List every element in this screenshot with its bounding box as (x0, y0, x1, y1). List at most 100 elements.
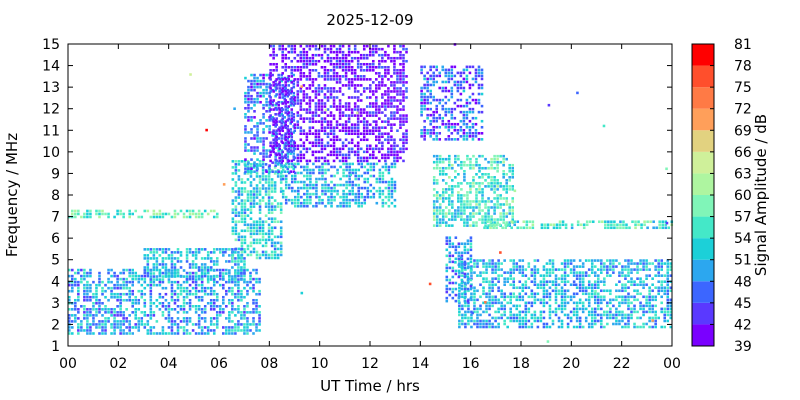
data-cell (274, 103, 277, 107)
data-cell (619, 220, 622, 224)
data-cell (311, 69, 315, 72)
data-cell (484, 206, 487, 209)
data-cell (296, 66, 300, 69)
data-cell (429, 92, 432, 96)
data-cell (194, 332, 198, 335)
data-cell (384, 153, 387, 157)
data-cell (268, 116, 271, 119)
data-cell (271, 131, 274, 134)
data-cell (342, 168, 345, 172)
data-cell (435, 68, 438, 72)
data-cell (299, 44, 303, 48)
data-cell (225, 260, 228, 263)
data-cell (284, 186, 288, 190)
data-cell (164, 298, 168, 302)
data-cell (485, 319, 488, 323)
data-cell (323, 66, 327, 69)
data-cell (80, 215, 83, 219)
data-cell (77, 289, 80, 293)
data-cell (475, 182, 478, 185)
data-cell (249, 217, 253, 220)
data-cell (200, 286, 204, 290)
data-cell (149, 301, 153, 305)
data-cell (663, 274, 667, 277)
data-cell (362, 159, 366, 163)
data-cell (612, 313, 615, 317)
data-cell (173, 263, 177, 266)
data-cell (237, 160, 241, 163)
data-cell (320, 90, 324, 93)
data-cell (273, 208, 277, 211)
data-cell (101, 286, 104, 290)
data-cell (423, 101, 426, 105)
data-cell (475, 157, 478, 161)
data-cell (488, 265, 491, 268)
data-cell (302, 72, 306, 75)
data-cell (342, 195, 345, 199)
data-cell (164, 269, 168, 272)
data-cell (402, 72, 405, 75)
data-cell (402, 53, 405, 57)
data-cell (113, 308, 116, 311)
data-cell (191, 277, 195, 281)
data-cell (225, 289, 228, 293)
data-cell (356, 156, 360, 160)
data-cell (250, 170, 253, 173)
data-cell (200, 295, 204, 299)
data-cell (275, 144, 278, 148)
data-cell (627, 304, 630, 308)
data-cell (479, 304, 482, 308)
data-cell (478, 218, 481, 221)
data-cell (530, 292, 534, 296)
data-cell (258, 193, 262, 196)
data-cell (456, 132, 460, 135)
data-cell (338, 123, 342, 126)
data-cell (104, 329, 107, 332)
data-cell (92, 317, 95, 320)
data-cell (423, 125, 426, 129)
data-cell (630, 283, 633, 287)
data-cell (384, 156, 387, 160)
data-cell (335, 75, 339, 78)
data-cell (448, 209, 451, 212)
data-cell (185, 301, 189, 305)
data-cell (660, 259, 663, 262)
data-cell (306, 183, 309, 187)
data-cell (578, 289, 582, 293)
data-cell (481, 200, 484, 203)
data-cell (615, 316, 618, 320)
data-cell (566, 265, 570, 268)
data-cell (101, 308, 104, 311)
data-cell (384, 93, 387, 96)
data-cell (467, 262, 470, 265)
data-cell (222, 248, 225, 251)
data-cell (524, 268, 528, 271)
data-cell (372, 50, 375, 54)
data-cell (264, 253, 268, 257)
data-cell (584, 298, 588, 302)
data-cell (457, 163, 460, 167)
data-cell (390, 81, 393, 84)
data-cell (515, 316, 519, 320)
data-cell (86, 209, 89, 213)
data-cell (155, 332, 159, 335)
data-cell (405, 50, 408, 54)
data-cell (441, 98, 445, 102)
data-cell (347, 120, 351, 123)
data-cell (396, 99, 399, 102)
data-cell (303, 180, 306, 184)
data-cell (280, 106, 283, 110)
data-cell (633, 289, 636, 293)
data-cell (246, 229, 250, 233)
data-cell (609, 292, 612, 296)
data-cell (323, 47, 327, 51)
data-cell (284, 120, 287, 123)
data-cell (624, 316, 627, 320)
data-cell (441, 215, 445, 218)
data-cell (294, 171, 297, 175)
data-cell (393, 153, 396, 157)
data-cell (548, 268, 552, 271)
data-cell (228, 260, 231, 263)
data-cell (305, 62, 309, 66)
data-cell (578, 319, 582, 323)
